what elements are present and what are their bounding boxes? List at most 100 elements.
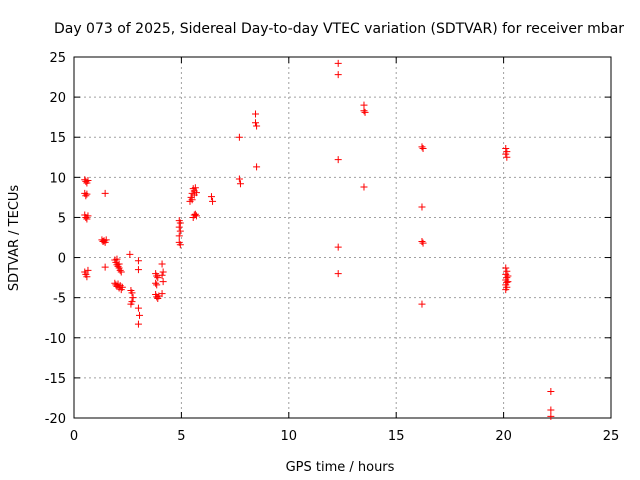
data-point-marker bbox=[83, 190, 91, 198]
plot-area-border bbox=[73, 56, 612, 419]
data-point-marker bbox=[115, 260, 123, 268]
y-tick-label: 0 bbox=[58, 252, 66, 267]
y-tick-label: 25 bbox=[49, 51, 66, 66]
data-point-marker bbox=[175, 232, 183, 240]
data-point-marker bbox=[190, 191, 198, 199]
data-point-marker bbox=[418, 238, 426, 246]
data-point-marker bbox=[253, 122, 261, 130]
data-point-marker bbox=[102, 236, 110, 244]
data-point-marker bbox=[191, 184, 199, 192]
grid-lines bbox=[74, 57, 611, 418]
data-point-marker bbox=[113, 255, 121, 263]
data-point-marker bbox=[153, 281, 161, 289]
data-point-marker bbox=[419, 239, 427, 247]
x-tick-label: 20 bbox=[495, 429, 512, 444]
data-point-marker bbox=[503, 153, 511, 161]
data-point-marker bbox=[502, 286, 510, 294]
data-point-marker bbox=[547, 388, 555, 396]
data-point-marker bbox=[152, 279, 160, 287]
axis-ticks: 0 5 10 15 20 25 -20 -15 -10 -5 0 5 10 15 20 25 bbox=[45, 51, 620, 444]
data-point-marker bbox=[84, 212, 92, 220]
data-point-marker bbox=[129, 294, 137, 302]
data-point-marker bbox=[118, 283, 126, 291]
data-point-marker bbox=[158, 260, 166, 268]
data-point-marker bbox=[504, 278, 512, 286]
data-point-marker bbox=[117, 268, 125, 276]
data-point-marker bbox=[503, 267, 511, 275]
data-point-marker bbox=[236, 180, 244, 188]
data-point-marker bbox=[134, 257, 142, 265]
data-point-marker bbox=[547, 412, 555, 420]
data-point-marker bbox=[418, 203, 426, 211]
y-tick-label: 15 bbox=[49, 131, 66, 146]
data-point-marker bbox=[83, 215, 91, 223]
data-point-marker bbox=[547, 406, 555, 414]
data-point-marker bbox=[418, 143, 426, 151]
data-point-marker bbox=[176, 241, 184, 249]
data-point-marker bbox=[334, 59, 342, 67]
data-point-marker bbox=[175, 223, 183, 231]
x-tick-label: 25 bbox=[603, 429, 620, 444]
data-point-marker bbox=[101, 189, 109, 197]
y-tick-label: -20 bbox=[45, 412, 66, 427]
data-point-marker bbox=[82, 192, 90, 200]
x-tick-label: 15 bbox=[388, 429, 405, 444]
data-point-marker bbox=[134, 266, 142, 274]
data-point-marker bbox=[154, 274, 162, 282]
data-point-marker bbox=[334, 270, 342, 278]
data-point-marker bbox=[334, 156, 342, 164]
data-point-marker bbox=[116, 266, 124, 274]
data-point-marker bbox=[176, 227, 184, 235]
data-point-marker bbox=[84, 266, 92, 274]
data-point-marker bbox=[158, 290, 166, 298]
y-tick-label: -5 bbox=[53, 292, 66, 307]
data-point-marker bbox=[192, 212, 200, 220]
data-point-marker bbox=[83, 273, 91, 281]
data-point-marker bbox=[253, 163, 261, 171]
data-point-marker bbox=[419, 144, 427, 152]
data-point-marker bbox=[84, 177, 92, 185]
data-point-marker bbox=[158, 271, 166, 279]
data-point-marker bbox=[101, 263, 109, 271]
chart-title: Day 073 of 2025, Sidereal Day-to-day VTE… bbox=[54, 21, 624, 37]
data-point-marker bbox=[360, 183, 368, 191]
data-point-marker bbox=[136, 311, 144, 319]
x-tick-label: 10 bbox=[281, 429, 298, 444]
data-point-marker bbox=[502, 150, 510, 158]
data-point-marker bbox=[126, 250, 134, 258]
y-axis-label: SDTVAR / TECUs bbox=[7, 185, 22, 292]
data-point-marker bbox=[252, 110, 260, 118]
data-point-marker bbox=[418, 300, 426, 308]
data-point-marker bbox=[127, 300, 135, 308]
x-axis-label: GPS time / hours bbox=[286, 460, 395, 475]
data-point-marker bbox=[159, 278, 167, 286]
data-point-marker bbox=[188, 196, 196, 204]
y-tick-label: 5 bbox=[58, 211, 66, 226]
data-point-marker bbox=[235, 175, 243, 183]
x-tick-label: 0 bbox=[70, 429, 78, 444]
data-point-marker bbox=[502, 264, 510, 272]
data-point-marker bbox=[128, 289, 136, 297]
y-tick-label: 20 bbox=[49, 91, 66, 106]
data-point-marker bbox=[159, 268, 167, 276]
data-point-marker bbox=[176, 219, 184, 227]
data-point-marker bbox=[153, 272, 161, 280]
data-point-marker bbox=[334, 71, 342, 79]
data-point-marker bbox=[134, 304, 142, 312]
data-point-marker bbox=[191, 210, 199, 218]
data-point-marker bbox=[207, 193, 215, 201]
data-point-marker bbox=[209, 197, 217, 205]
y-tick-label: -15 bbox=[45, 372, 66, 387]
data-point-marker bbox=[134, 320, 142, 328]
data-point-marker bbox=[252, 119, 260, 127]
x-tick-label: 5 bbox=[177, 429, 185, 444]
y-tick-label: -10 bbox=[45, 332, 66, 347]
data-point-marker bbox=[235, 133, 243, 141]
data-point-marker bbox=[360, 107, 368, 115]
data-point-marker bbox=[334, 243, 342, 251]
data-points bbox=[81, 59, 555, 420]
data-point-marker bbox=[361, 108, 369, 116]
y-tick-label: 10 bbox=[49, 171, 66, 186]
